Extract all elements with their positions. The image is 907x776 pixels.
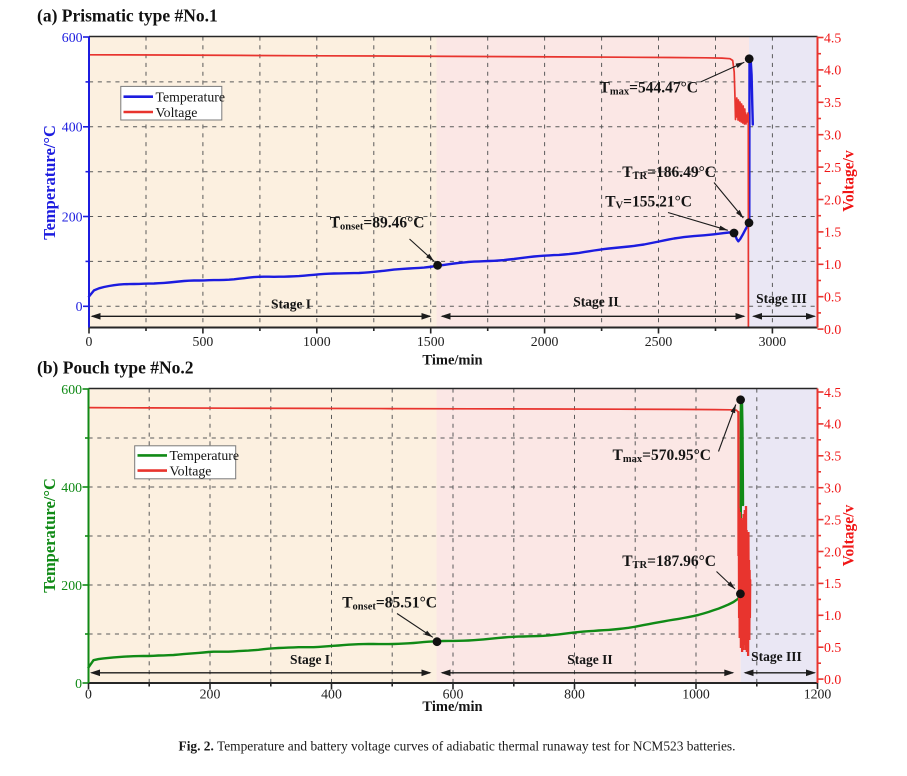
svg-text:Temperature/°C: Temperature/°C [40,125,59,240]
svg-text:1000: 1000 [682,687,710,702]
svg-text:Stage I: Stage I [271,297,311,312]
svg-text:(b) Pouch type #No.2: (b) Pouch type #No.2 [37,358,194,378]
svg-text:2000: 2000 [531,334,559,349]
svg-text:4.5: 4.5 [824,385,841,400]
svg-text:1000: 1000 [303,334,331,349]
svg-text:1.5: 1.5 [824,225,841,240]
svg-text:Voltage/v: Voltage/v [841,505,858,567]
svg-text:Voltage/v: Voltage/v [841,150,858,212]
svg-text:Stage III: Stage III [751,649,802,664]
svg-text:3.0: 3.0 [824,128,841,143]
svg-text:0: 0 [85,687,92,702]
svg-text:Temperature: Temperature [170,448,240,463]
svg-text:1.0: 1.0 [824,608,841,623]
svg-text:0.5: 0.5 [824,640,841,655]
svg-text:Temperature/°C: Temperature/°C [40,478,59,593]
svg-text:200: 200 [200,687,221,702]
svg-text:0.5: 0.5 [824,290,841,305]
svg-text:200: 200 [61,578,82,593]
svg-text:0.0: 0.0 [824,322,841,337]
svg-text:600: 600 [61,382,82,397]
svg-text:Voltage: Voltage [156,105,198,120]
svg-text:3.0: 3.0 [824,481,841,496]
svg-text:400: 400 [321,687,342,702]
svg-text:0: 0 [86,334,93,349]
svg-text:3.5: 3.5 [824,449,841,464]
svg-text:Stage II: Stage II [573,294,618,309]
svg-text:1.5: 1.5 [824,576,841,591]
svg-text:4.5: 4.5 [824,30,841,45]
svg-text:600: 600 [443,687,464,702]
svg-text:Fig. 2. Temperature and batter: Fig. 2. Temperature and battery voltage … [179,739,736,754]
svg-text:0: 0 [75,676,82,691]
svg-text:Time/min: Time/min [422,699,482,715]
svg-text:500: 500 [193,334,214,349]
svg-text:800: 800 [564,687,585,702]
svg-text:2.0: 2.0 [824,544,841,559]
svg-text:2.5: 2.5 [824,160,841,175]
svg-text:2.5: 2.5 [824,512,841,527]
svg-text:2.0: 2.0 [824,192,841,207]
svg-text:400: 400 [61,480,82,495]
svg-text:Stage I: Stage I [290,652,330,667]
svg-text:Temperature: Temperature [156,90,226,105]
svg-text:Stage II: Stage II [567,652,612,667]
svg-text:1200: 1200 [804,687,832,702]
svg-text:Stage III: Stage III [756,291,807,306]
svg-text:Voltage: Voltage [170,463,212,478]
svg-text:1500: 1500 [417,334,445,349]
svg-text:0: 0 [76,299,83,314]
svg-text:600: 600 [62,30,83,45]
svg-text:0.0: 0.0 [824,672,841,687]
svg-text:Time/min: Time/min [422,353,482,369]
svg-text:3000: 3000 [759,334,787,349]
svg-text:3.5: 3.5 [824,95,841,110]
svg-text:1.0: 1.0 [824,257,841,272]
svg-text:4.0: 4.0 [824,63,841,78]
svg-text:(a) Prismatic type #No.1: (a) Prismatic type #No.1 [37,6,218,26]
svg-text:200: 200 [62,209,83,224]
svg-text:2500: 2500 [645,334,673,349]
svg-text:TV=155.21°C: TV=155.21°C [605,194,692,212]
svg-text:4.0: 4.0 [824,417,841,432]
svg-text:400: 400 [62,120,83,135]
